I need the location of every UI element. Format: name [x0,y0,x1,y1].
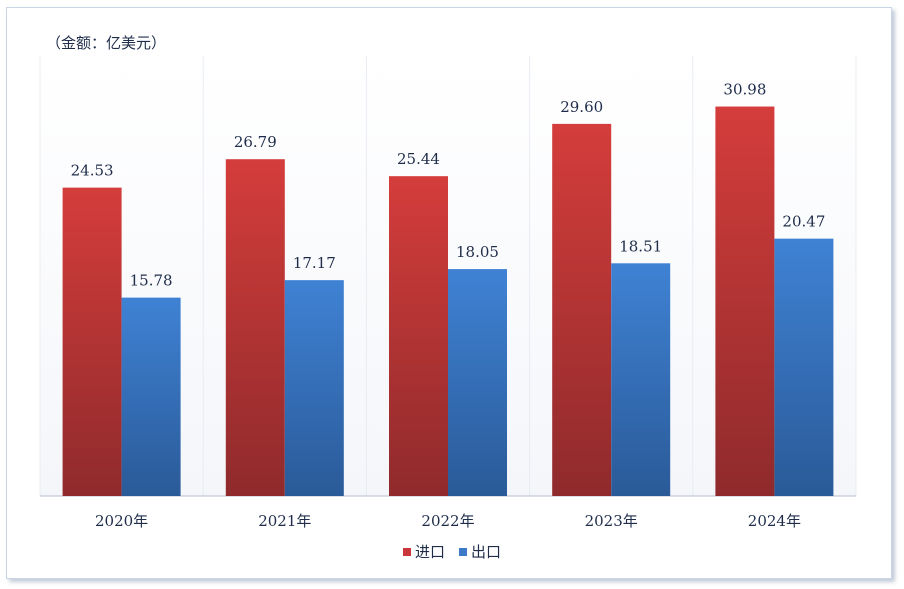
data-label-export: 20.47 [782,213,825,231]
data-label-import: 29.60 [560,98,603,116]
bar-import-2020年 [62,187,122,496]
legend-label-export: 出口 [471,543,502,561]
x-tick-label: 2022年 [421,512,474,530]
data-label-export: 15.78 [130,272,173,290]
bar-export-2024年 [774,238,834,497]
data-label-import: 25.44 [397,150,440,168]
x-tick-label: 2024年 [748,512,801,530]
bar-export-2023年 [611,263,671,496]
bar-export-2020年 [121,297,181,496]
bar-import-2023年 [552,123,612,496]
x-tick-label: 2021年 [258,512,311,530]
bar-export-2021年 [284,280,344,496]
x-tick-label: 2023年 [585,512,638,530]
data-label-export: 17.17 [293,254,336,272]
bar-import-2022年 [389,176,448,496]
legend-item-export: 出口 [459,541,501,562]
unit-label: （金额：亿美元） [46,34,167,52]
legend: 进口 出口 [0,541,904,562]
legend-swatch-import [402,547,411,556]
bar-import-2021年 [225,159,285,496]
data-label-import: 26.79 [234,133,277,151]
data-label-import: 30.98 [723,81,766,99]
bar-export-2022年 [448,269,507,496]
legend-swatch-export [459,547,467,556]
data-label-import: 24.53 [71,162,114,180]
legend-label-import: 进口 [414,543,445,561]
bar-import-2024年 [715,106,775,496]
data-label-export: 18.05 [456,243,499,261]
x-tick-label: 2020年 [95,512,148,530]
legend-item-import: 进口 [402,541,445,562]
data-label-export: 18.51 [619,237,662,255]
